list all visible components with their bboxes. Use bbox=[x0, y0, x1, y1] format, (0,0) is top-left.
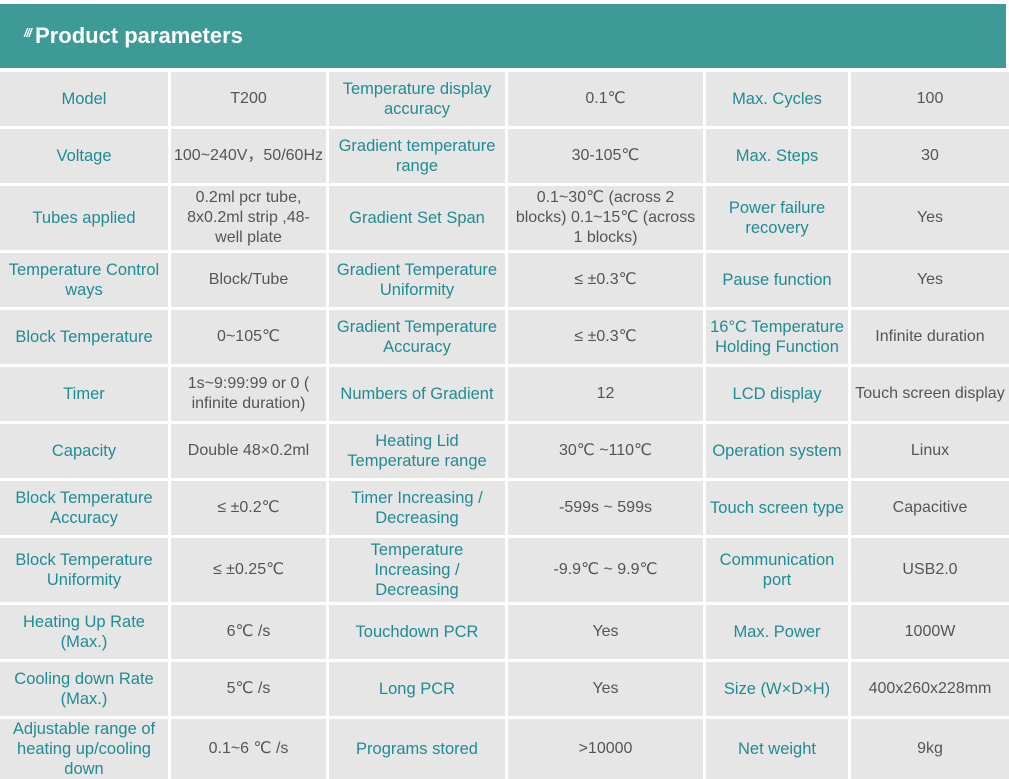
param-label: Communication port bbox=[706, 538, 848, 602]
param-value: Yes bbox=[851, 186, 1009, 250]
param-label: Cooling down Rate (Max.) bbox=[0, 662, 168, 716]
param-value: 5℃ /s bbox=[171, 662, 326, 716]
param-label: Model bbox=[0, 72, 168, 126]
param-value: Linux bbox=[851, 424, 1009, 478]
parameters-table: Model T200 Temperature display accuracy 0.1… bbox=[0, 72, 1009, 779]
param-label: Temperature display accuracy bbox=[329, 72, 505, 126]
param-value: USB2.0 bbox=[851, 538, 1009, 602]
param-value: ≤ ±0.25℃ bbox=[171, 538, 326, 602]
param-value: 30-105℃ bbox=[508, 129, 703, 183]
param-value: 0.1℃ bbox=[508, 72, 703, 126]
param-label: Touchdown PCR bbox=[329, 605, 505, 659]
param-value: >10000 bbox=[508, 719, 703, 779]
param-label: Gradient Temperature Accuracy bbox=[329, 310, 505, 364]
param-label: Numbers of Gradient bbox=[329, 367, 505, 421]
param-label: Pause function bbox=[706, 253, 848, 307]
param-label: Temperature Control ways bbox=[0, 253, 168, 307]
section-header: /// Product parameters bbox=[0, 4, 1006, 68]
param-value: 0.1~6 ℃ /s bbox=[171, 719, 326, 779]
param-label: Touch screen type bbox=[706, 481, 848, 535]
param-value: 1000W bbox=[851, 605, 1009, 659]
param-value: ≤ ±0.3℃ bbox=[508, 310, 703, 364]
param-value: 1s~9:99:99 or 0 ( infinite duration) bbox=[171, 367, 326, 421]
param-value: 0~105℃ bbox=[171, 310, 326, 364]
param-value: 30℃ ~110℃ bbox=[508, 424, 703, 478]
param-label: Operation system bbox=[706, 424, 848, 478]
param-label: Long PCR bbox=[329, 662, 505, 716]
param-value: 400x260x228mm bbox=[851, 662, 1009, 716]
param-value: ≤ ±0.3℃ bbox=[508, 253, 703, 307]
param-value: -9.9℃ ~ 9.9℃ bbox=[508, 538, 703, 602]
param-value: -599s ~ 599s bbox=[508, 481, 703, 535]
param-value: Double 48×0.2ml bbox=[171, 424, 326, 478]
param-value: Yes bbox=[508, 662, 703, 716]
param-value: 30 bbox=[851, 129, 1009, 183]
param-value: Yes bbox=[508, 605, 703, 659]
param-value: Yes bbox=[851, 253, 1009, 307]
param-label: Programs stored bbox=[329, 719, 505, 779]
param-label: Timer bbox=[0, 367, 168, 421]
param-value: 100 bbox=[851, 72, 1009, 126]
param-value: T200 bbox=[171, 72, 326, 126]
param-value: 9kg bbox=[851, 719, 1009, 779]
param-value: ≤ ±0.2℃ bbox=[171, 481, 326, 535]
param-label: Gradient temperature range bbox=[329, 129, 505, 183]
param-label: Capacity bbox=[0, 424, 168, 478]
param-value: Capacitive bbox=[851, 481, 1009, 535]
param-label: Max. Power bbox=[706, 605, 848, 659]
param-label: Net weight bbox=[706, 719, 848, 779]
param-value: Infinite duration bbox=[851, 310, 1009, 364]
param-value: 100~240V，50/60Hz bbox=[171, 129, 326, 183]
param-value: 6℃ /s bbox=[171, 605, 326, 659]
param-label: Block Temperature Uniformity bbox=[0, 538, 168, 602]
param-label: 16°C Temperature Holding Function bbox=[706, 310, 848, 364]
param-label: Heating Up Rate (Max.) bbox=[0, 605, 168, 659]
param-label: Gradient Temperature Uniformity bbox=[329, 253, 505, 307]
param-value: 0.1~30℃ (across 2 blocks) 0.1~15℃ (acros… bbox=[508, 186, 703, 250]
param-label: Block Temperature Accuracy bbox=[0, 481, 168, 535]
param-label: Power failure recovery bbox=[706, 186, 848, 250]
param-label: Tubes applied bbox=[0, 186, 168, 250]
param-label: Voltage bbox=[0, 129, 168, 183]
param-value: Touch screen display bbox=[851, 367, 1009, 421]
param-label: Temperature Increasing / Decreasing bbox=[329, 538, 505, 602]
param-label: Max. Cycles bbox=[706, 72, 848, 126]
param-label: Heating Lid Temperature range bbox=[329, 424, 505, 478]
param-label: Max. Steps bbox=[706, 129, 848, 183]
param-label: Adjustable range of heating up/cooling d… bbox=[0, 719, 168, 779]
param-label: Block Temperature bbox=[0, 310, 168, 364]
param-value: 0.2ml pcr tube, 8x0.2ml strip ,48-well p… bbox=[171, 186, 326, 250]
param-value: 12 bbox=[508, 367, 703, 421]
param-label: Gradient Set Span bbox=[329, 186, 505, 250]
param-value: Block/Tube bbox=[171, 253, 326, 307]
header-mark: /// bbox=[24, 26, 32, 40]
param-label: LCD display bbox=[706, 367, 848, 421]
param-label: Timer Increasing / Decreasing bbox=[329, 481, 505, 535]
section-title: Product parameters bbox=[35, 23, 243, 48]
param-label: Size (W×D×H) bbox=[706, 662, 848, 716]
